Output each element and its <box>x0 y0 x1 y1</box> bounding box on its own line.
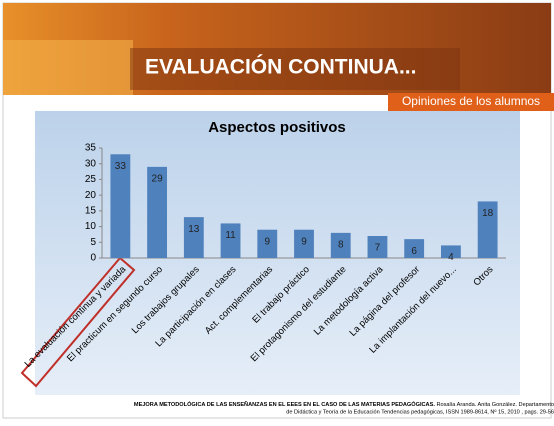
y-tick-label: 25 <box>85 174 97 185</box>
slide-title: EVALUACIÓN CONTINUA... <box>145 55 416 79</box>
y-tick-label: 35 <box>85 143 97 154</box>
subtitle: Opiniones de los alumnos <box>402 94 540 108</box>
data-label: 33 <box>115 161 127 172</box>
chart-title: Aspectos positivos <box>208 119 346 136</box>
bar <box>110 154 131 258</box>
data-label: 4 <box>448 252 454 263</box>
bar <box>147 166 168 258</box>
bar <box>183 217 204 258</box>
bar <box>367 236 388 258</box>
y-tick-label: 10 <box>85 221 97 232</box>
data-label: 13 <box>188 224 200 235</box>
y-tick-label: 15 <box>85 205 97 216</box>
footer-line2: de Didáctica y Teoría de la Educación Te… <box>286 408 554 415</box>
y-tick-label: 0 <box>90 253 96 264</box>
data-label: 8 <box>338 239 344 250</box>
header-photo <box>3 40 133 95</box>
data-label: 6 <box>411 246 417 257</box>
y-tick-label: 5 <box>90 237 96 248</box>
bar <box>220 223 241 258</box>
title-band <box>130 48 460 90</box>
data-label: 18 <box>482 208 494 219</box>
bar <box>294 229 314 258</box>
bar <box>330 232 351 258</box>
data-label: 29 <box>152 173 164 184</box>
footer-line1: MEJORA METODOLÓGICA DE LAS ENSEÑANZAS EN… <box>134 400 554 408</box>
bar <box>477 201 498 258</box>
bar <box>404 239 425 258</box>
y-tick-label: 20 <box>85 190 97 201</box>
highlight <box>20 256 136 388</box>
subtitle-box <box>388 93 554 111</box>
data-label: 9 <box>264 236 270 247</box>
data-label: 11 <box>225 230 236 241</box>
bar <box>440 245 461 258</box>
data-label: 7 <box>375 243 381 254</box>
data-label: 9 <box>301 236 307 247</box>
bar <box>257 229 278 258</box>
y-tick-label: 30 <box>85 158 97 169</box>
